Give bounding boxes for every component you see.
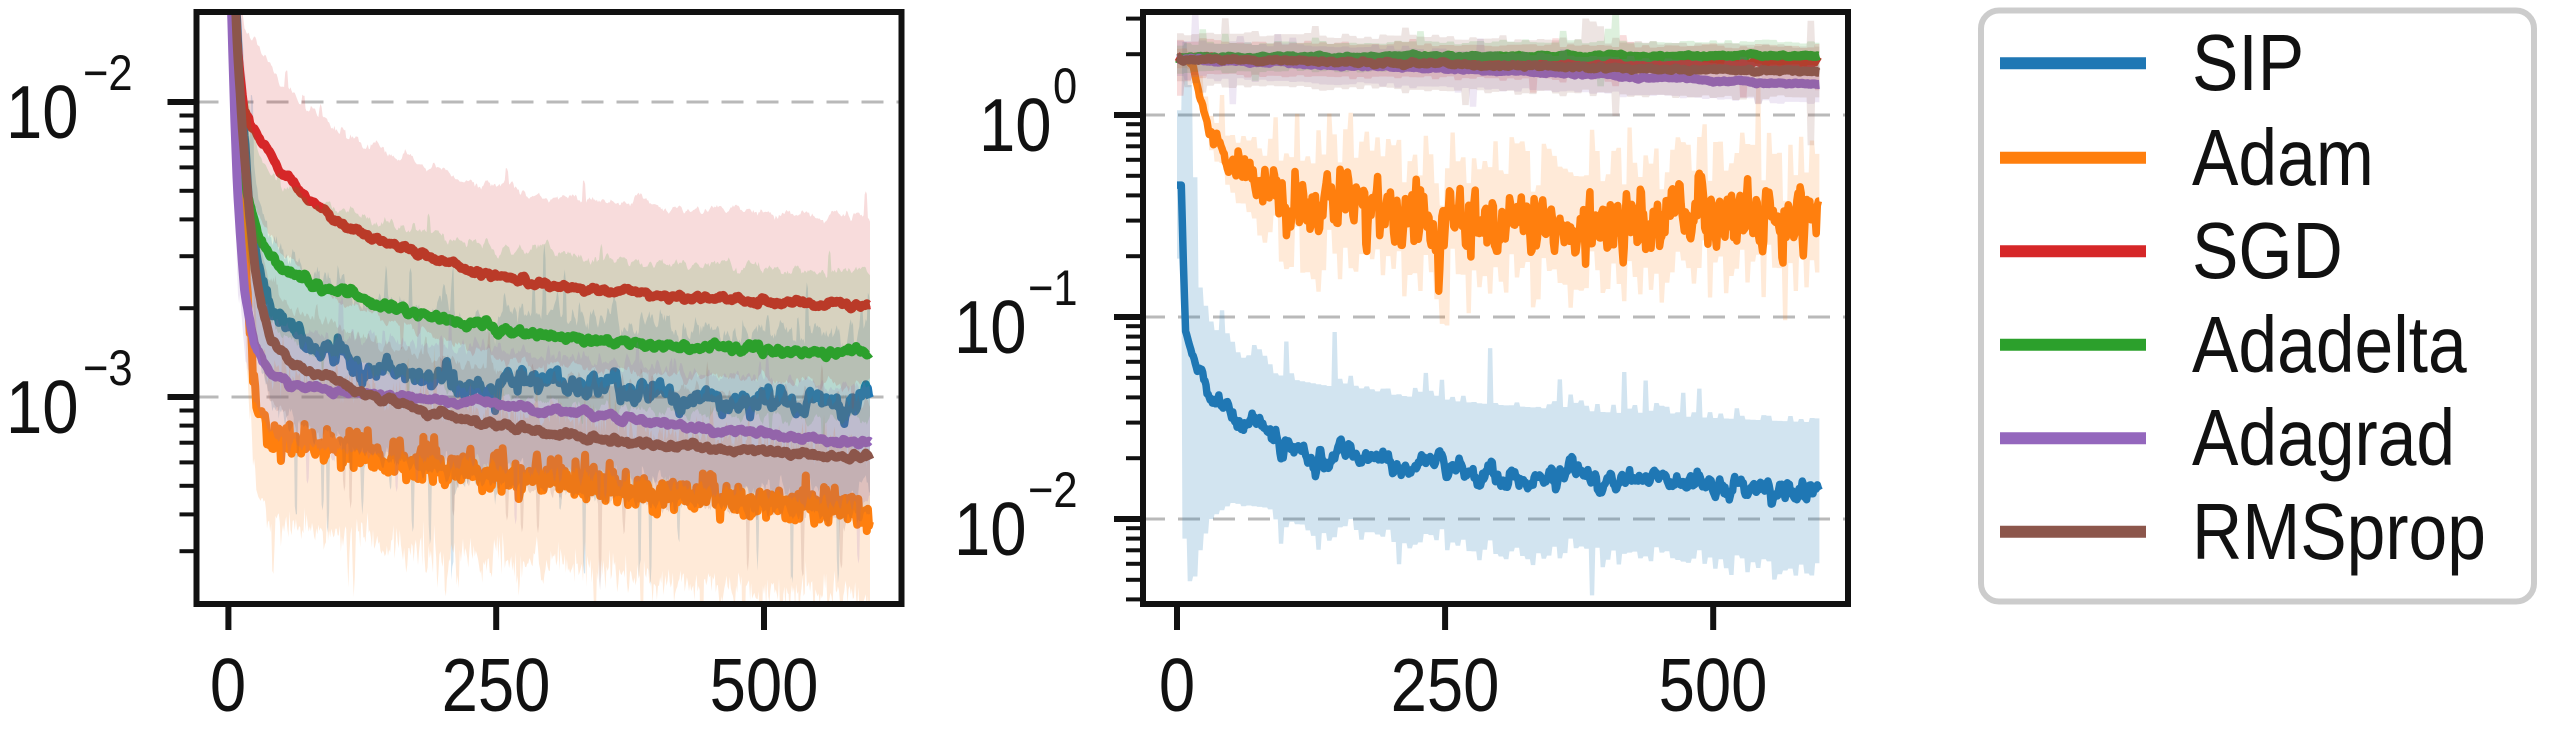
- svg-text:−3: −3: [83, 340, 133, 395]
- svg-text:10: 10: [954, 487, 1027, 571]
- svg-text:RMSprop: RMSprop: [2192, 486, 2486, 576]
- svg-text:500: 500: [710, 643, 819, 727]
- svg-text:250: 250: [442, 643, 551, 727]
- svg-text:10: 10: [6, 365, 79, 449]
- svg-text:10: 10: [979, 83, 1052, 167]
- svg-text:250: 250: [1391, 643, 1500, 727]
- svg-text:10: 10: [6, 70, 79, 154]
- svg-text:Adam: Adam: [2192, 112, 2374, 202]
- svg-text:Adadelta: Adadelta: [2192, 299, 2467, 389]
- svg-text:−2: −2: [83, 45, 133, 100]
- svg-text:0: 0: [1053, 58, 1077, 113]
- svg-text:500: 500: [1659, 643, 1768, 727]
- svg-text:Adagrad: Adagrad: [2192, 392, 2455, 482]
- svg-text:0: 0: [210, 643, 246, 727]
- svg-text:0: 0: [1159, 643, 1195, 727]
- svg-text:−1: −1: [1028, 260, 1078, 315]
- svg-text:10: 10: [954, 285, 1027, 369]
- svg-text:SGD: SGD: [2192, 205, 2343, 295]
- svg-text:−2: −2: [1028, 462, 1078, 517]
- svg-text:SIP: SIP: [2192, 17, 2304, 107]
